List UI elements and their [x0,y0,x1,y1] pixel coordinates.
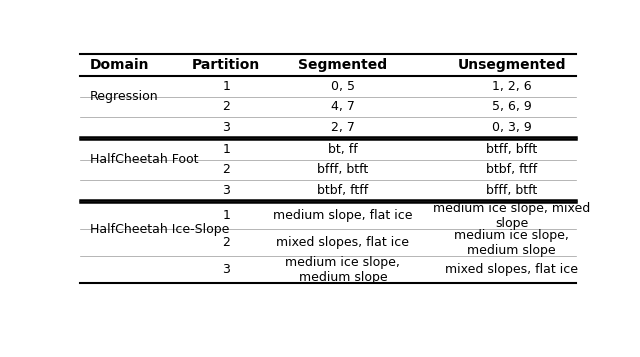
Text: btff, bfft: btff, bfft [486,143,537,156]
Text: bfff, btft: bfff, btft [317,164,369,176]
Text: 2, 7: 2, 7 [331,121,355,134]
Text: Unsegmented: Unsegmented [457,58,566,72]
Text: mixed slopes, flat ice: mixed slopes, flat ice [445,263,578,276]
Text: medium ice slope,
medium slope: medium ice slope, medium slope [285,256,400,283]
Text: medium slope, flat ice: medium slope, flat ice [273,209,413,222]
Text: Partition: Partition [192,58,260,72]
Text: 0, 3, 9: 0, 3, 9 [492,121,531,134]
Text: 4, 7: 4, 7 [331,100,355,114]
Text: HalfCheetah Foot: HalfCheetah Foot [90,153,198,166]
Text: HalfCheetah Ice-Slope: HalfCheetah Ice-Slope [90,223,229,236]
Text: 3: 3 [222,263,230,276]
Text: 0, 5: 0, 5 [331,80,355,93]
Text: medium ice slope,
medium slope: medium ice slope, medium slope [454,229,569,257]
Text: mixed slopes, flat ice: mixed slopes, flat ice [276,236,410,249]
Text: 2: 2 [222,164,230,176]
Text: Segmented: Segmented [298,58,387,72]
Text: 1: 1 [222,143,230,156]
Text: medium ice slope, mixed
slope: medium ice slope, mixed slope [433,202,590,230]
Text: Domain: Domain [90,58,149,72]
Text: 1, 2, 6: 1, 2, 6 [492,80,531,93]
Text: bt, ff: bt, ff [328,143,358,156]
Text: 1: 1 [222,80,230,93]
Text: btbf, ftff: btbf, ftff [486,164,537,176]
Text: 5, 6, 9: 5, 6, 9 [492,100,531,114]
Text: 3: 3 [222,121,230,134]
Text: 2: 2 [222,236,230,249]
Text: 2: 2 [222,100,230,114]
Text: Regression: Regression [90,90,159,103]
Text: 1: 1 [222,209,230,222]
Text: 3: 3 [222,184,230,197]
Text: btbf, ftff: btbf, ftff [317,184,369,197]
Text: bfff, btft: bfff, btft [486,184,537,197]
